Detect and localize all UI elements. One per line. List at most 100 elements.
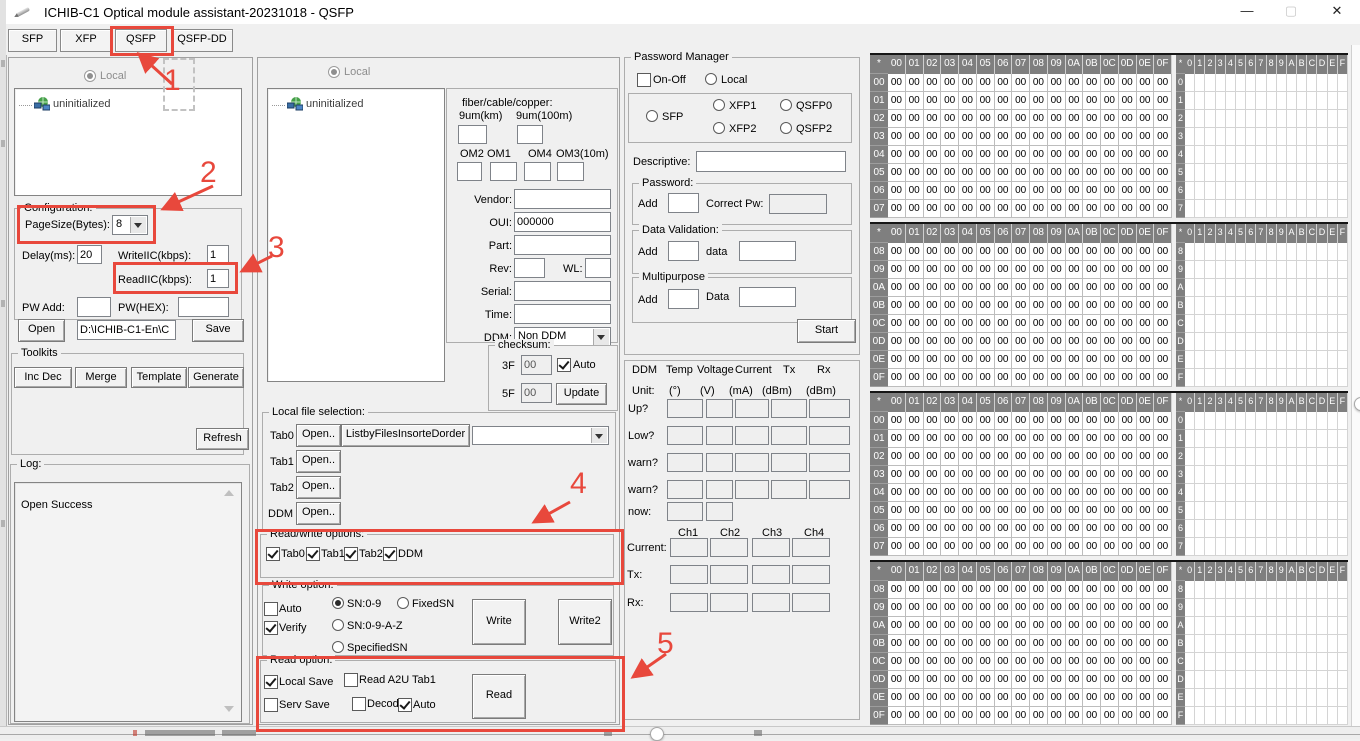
hex-cell[interactable]: 00 xyxy=(1065,430,1084,448)
write-button[interactable]: Write xyxy=(472,599,526,645)
log-box[interactable]: Open Success xyxy=(14,482,242,722)
scrollbar-thumb[interactable] xyxy=(1354,397,1360,411)
hex-cell[interactable]: 00 xyxy=(1083,92,1101,110)
hex-cell[interactable]: 00 xyxy=(1118,369,1137,387)
hex-cell[interactable]: 00 xyxy=(976,333,995,351)
hex-cell[interactable]: 00 xyxy=(1047,110,1066,128)
hex-cell[interactable]: 00 xyxy=(941,243,959,261)
hex-cell[interactable]: 00 xyxy=(888,617,906,635)
hex-cell[interactable]: 00 xyxy=(905,74,924,92)
hex-cell[interactable]: 00 xyxy=(923,110,942,128)
hex-cell[interactable]: 00 xyxy=(976,200,995,218)
hex-cell[interactable]: 00 xyxy=(1030,261,1048,279)
hex-cell[interactable]: 00 xyxy=(905,315,924,333)
hex-cell[interactable]: 00 xyxy=(905,653,924,671)
hex-cell[interactable]: 00 xyxy=(888,581,906,599)
hex-cell[interactable]: 00 xyxy=(1136,351,1155,369)
hex-cell[interactable]: 00 xyxy=(1154,448,1172,466)
hex-cell[interactable]: 00 xyxy=(1065,707,1084,725)
hex-cell[interactable]: 00 xyxy=(1083,351,1101,369)
hex-cell[interactable]: 00 xyxy=(994,128,1013,146)
hex-cell[interactable]: 00 xyxy=(1101,279,1119,297)
hex-cell[interactable]: 00 xyxy=(1012,707,1030,725)
hex-cell[interactable]: 00 xyxy=(1154,315,1172,333)
hex-cell[interactable]: 00 xyxy=(1047,671,1066,689)
hex-cell[interactable]: 00 xyxy=(1101,351,1119,369)
hex-cell[interactable]: 00 xyxy=(923,200,942,218)
pw-qsfp0-radio[interactable] xyxy=(780,99,792,111)
hex-cell[interactable]: 00 xyxy=(888,484,906,502)
hex-cell[interactable]: 00 xyxy=(994,484,1013,502)
hex-cell[interactable]: 00 xyxy=(1012,315,1030,333)
hex-cell[interactable]: 00 xyxy=(923,74,942,92)
hex-cell[interactable]: 00 xyxy=(1083,412,1101,430)
hex-cell[interactable]: 00 xyxy=(1065,671,1084,689)
hex-cell[interactable]: 00 xyxy=(1118,538,1137,556)
hex-cell[interactable]: 00 xyxy=(976,617,995,635)
hex-cell[interactable]: 00 xyxy=(905,92,924,110)
file-path-field[interactable] xyxy=(77,320,176,340)
hex-cell[interactable]: 00 xyxy=(1030,315,1048,333)
hex-cell[interactable]: 00 xyxy=(976,243,995,261)
hex-cell[interactable]: 00 xyxy=(1118,279,1137,297)
hex-cell[interactable]: 00 xyxy=(1047,351,1066,369)
hex-cell[interactable]: 00 xyxy=(959,635,977,653)
hex-cell[interactable]: 00 xyxy=(1136,599,1155,617)
tab0-open-button[interactable]: Open.. xyxy=(296,424,341,447)
hex-cell[interactable]: 00 xyxy=(1136,653,1155,671)
hex-cell[interactable]: 00 xyxy=(1154,484,1172,502)
hex-cell[interactable]: 00 xyxy=(1136,182,1155,200)
hex-cell[interactable]: 00 xyxy=(1118,164,1137,182)
hex-cell[interactable]: 00 xyxy=(905,200,924,218)
hex-cell[interactable]: 00 xyxy=(923,146,942,164)
maximize-button[interactable]: ▢ xyxy=(1284,3,1298,18)
hex-cell[interactable]: 00 xyxy=(1118,502,1137,520)
fixedsn-radio[interactable] xyxy=(397,597,409,609)
hex-cell[interactable]: 00 xyxy=(976,502,995,520)
hex-cell[interactable]: 00 xyxy=(959,538,977,556)
hex-cell[interactable]: 00 xyxy=(1047,430,1066,448)
merge-button[interactable]: Merge xyxy=(75,367,127,388)
hex-cell[interactable]: 00 xyxy=(1083,484,1101,502)
hex-cell[interactable]: 00 xyxy=(1030,74,1048,92)
time-input[interactable] xyxy=(514,304,611,324)
hex-cell[interactable]: 00 xyxy=(1065,243,1084,261)
hex-cell[interactable]: 00 xyxy=(1101,315,1119,333)
hex-cell[interactable]: 00 xyxy=(959,128,977,146)
hex-cell[interactable]: 00 xyxy=(1012,92,1030,110)
descriptive-input[interactable] xyxy=(696,151,846,172)
hex-cell[interactable]: 00 xyxy=(923,707,942,725)
checksum-5f-input[interactable] xyxy=(521,383,552,403)
hex-cell[interactable]: 00 xyxy=(976,581,995,599)
hex-cell[interactable]: 00 xyxy=(1083,261,1101,279)
hex-cell[interactable]: 00 xyxy=(1030,653,1048,671)
hex-cell[interactable]: 00 xyxy=(1136,279,1155,297)
write2-button[interactable]: Write2 xyxy=(558,599,612,645)
hex-cell[interactable]: 00 xyxy=(923,502,942,520)
file-select-dropdown[interactable] xyxy=(472,426,609,445)
hex-cell[interactable]: 00 xyxy=(1065,466,1084,484)
hex-cell[interactable]: 00 xyxy=(1030,279,1048,297)
hex-cell[interactable]: 00 xyxy=(994,333,1013,351)
hex-cell[interactable]: 00 xyxy=(1065,128,1084,146)
hex-cell[interactable]: 00 xyxy=(976,430,995,448)
hex-cell[interactable]: 00 xyxy=(1030,243,1048,261)
correct-pw-input[interactable] xyxy=(769,194,827,214)
hex-cell[interactable]: 00 xyxy=(1118,484,1137,502)
hex-cell[interactable]: 00 xyxy=(1047,466,1066,484)
hex-cell[interactable]: 00 xyxy=(1101,635,1119,653)
hex-cell[interactable]: 00 xyxy=(1012,243,1030,261)
hex-cell[interactable]: 00 xyxy=(923,279,942,297)
rev-input[interactable] xyxy=(514,258,545,278)
hex-cell[interactable]: 00 xyxy=(1012,538,1030,556)
hex-cell[interactable]: 00 xyxy=(994,261,1013,279)
hex-cell[interactable]: 00 xyxy=(994,146,1013,164)
hex-cell[interactable]: 00 xyxy=(959,412,977,430)
tab2-open-button[interactable]: Open.. xyxy=(296,476,341,499)
hex-cell[interactable]: 00 xyxy=(1030,146,1048,164)
hex-cell[interactable]: 00 xyxy=(1083,164,1101,182)
hex-cell[interactable]: 00 xyxy=(994,466,1013,484)
hex-cell[interactable]: 00 xyxy=(888,430,906,448)
hex-cell[interactable]: 00 xyxy=(994,200,1013,218)
rw-tab0-checkbox[interactable] xyxy=(266,547,280,561)
